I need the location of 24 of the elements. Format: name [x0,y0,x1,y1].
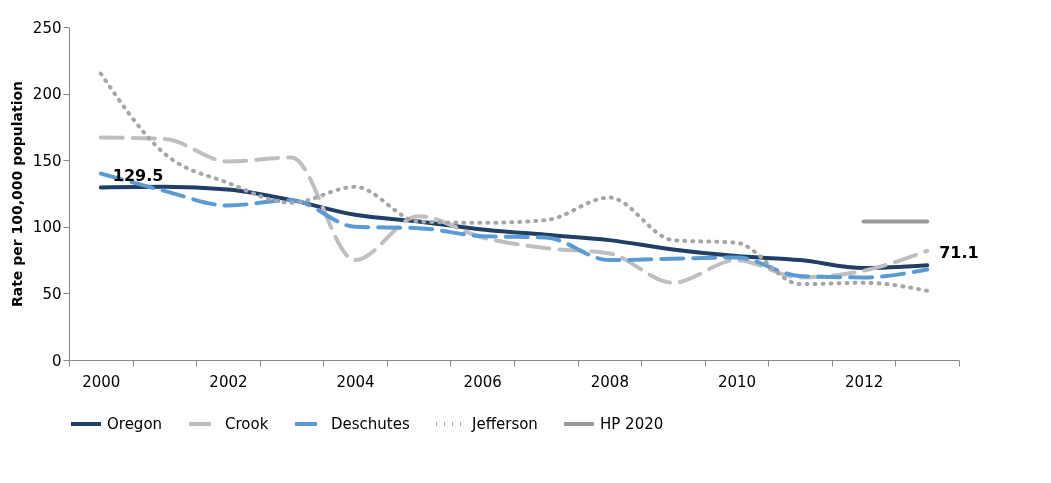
y-tick-label: 150 [32,151,62,170]
x-tick-label: 2004 [336,372,375,391]
y-tick-label: 100 [32,218,62,237]
line-series [98,171,930,280]
line-series [98,135,930,285]
legend-label: Deschutes [331,415,410,433]
legend-label: Oregon [107,415,163,433]
y-axis-title: Rate per 100,000 population [8,80,25,308]
x-tick-label: 2010 [717,372,757,391]
data-label: 129.5 [112,165,164,185]
x-tick-label: 2002 [209,372,248,391]
y-tick-label: 250 [32,18,62,37]
line-series [98,71,930,293]
y-tick-label: 200 [32,85,62,104]
legend-label: HP 2020 [600,415,664,433]
y-tick-label: 0 [51,351,62,370]
legend-label: Crook [225,415,269,433]
x-tick-label: 2008 [590,372,629,391]
x-tick-label: 2012 [845,372,884,391]
x-tick-label: 2000 [82,372,121,391]
y-tick-label: 50 [42,284,62,303]
legend-label: Jefferson [471,415,538,433]
data-label: 71.1 [939,243,979,263]
x-tick-label: 2006 [463,372,502,391]
